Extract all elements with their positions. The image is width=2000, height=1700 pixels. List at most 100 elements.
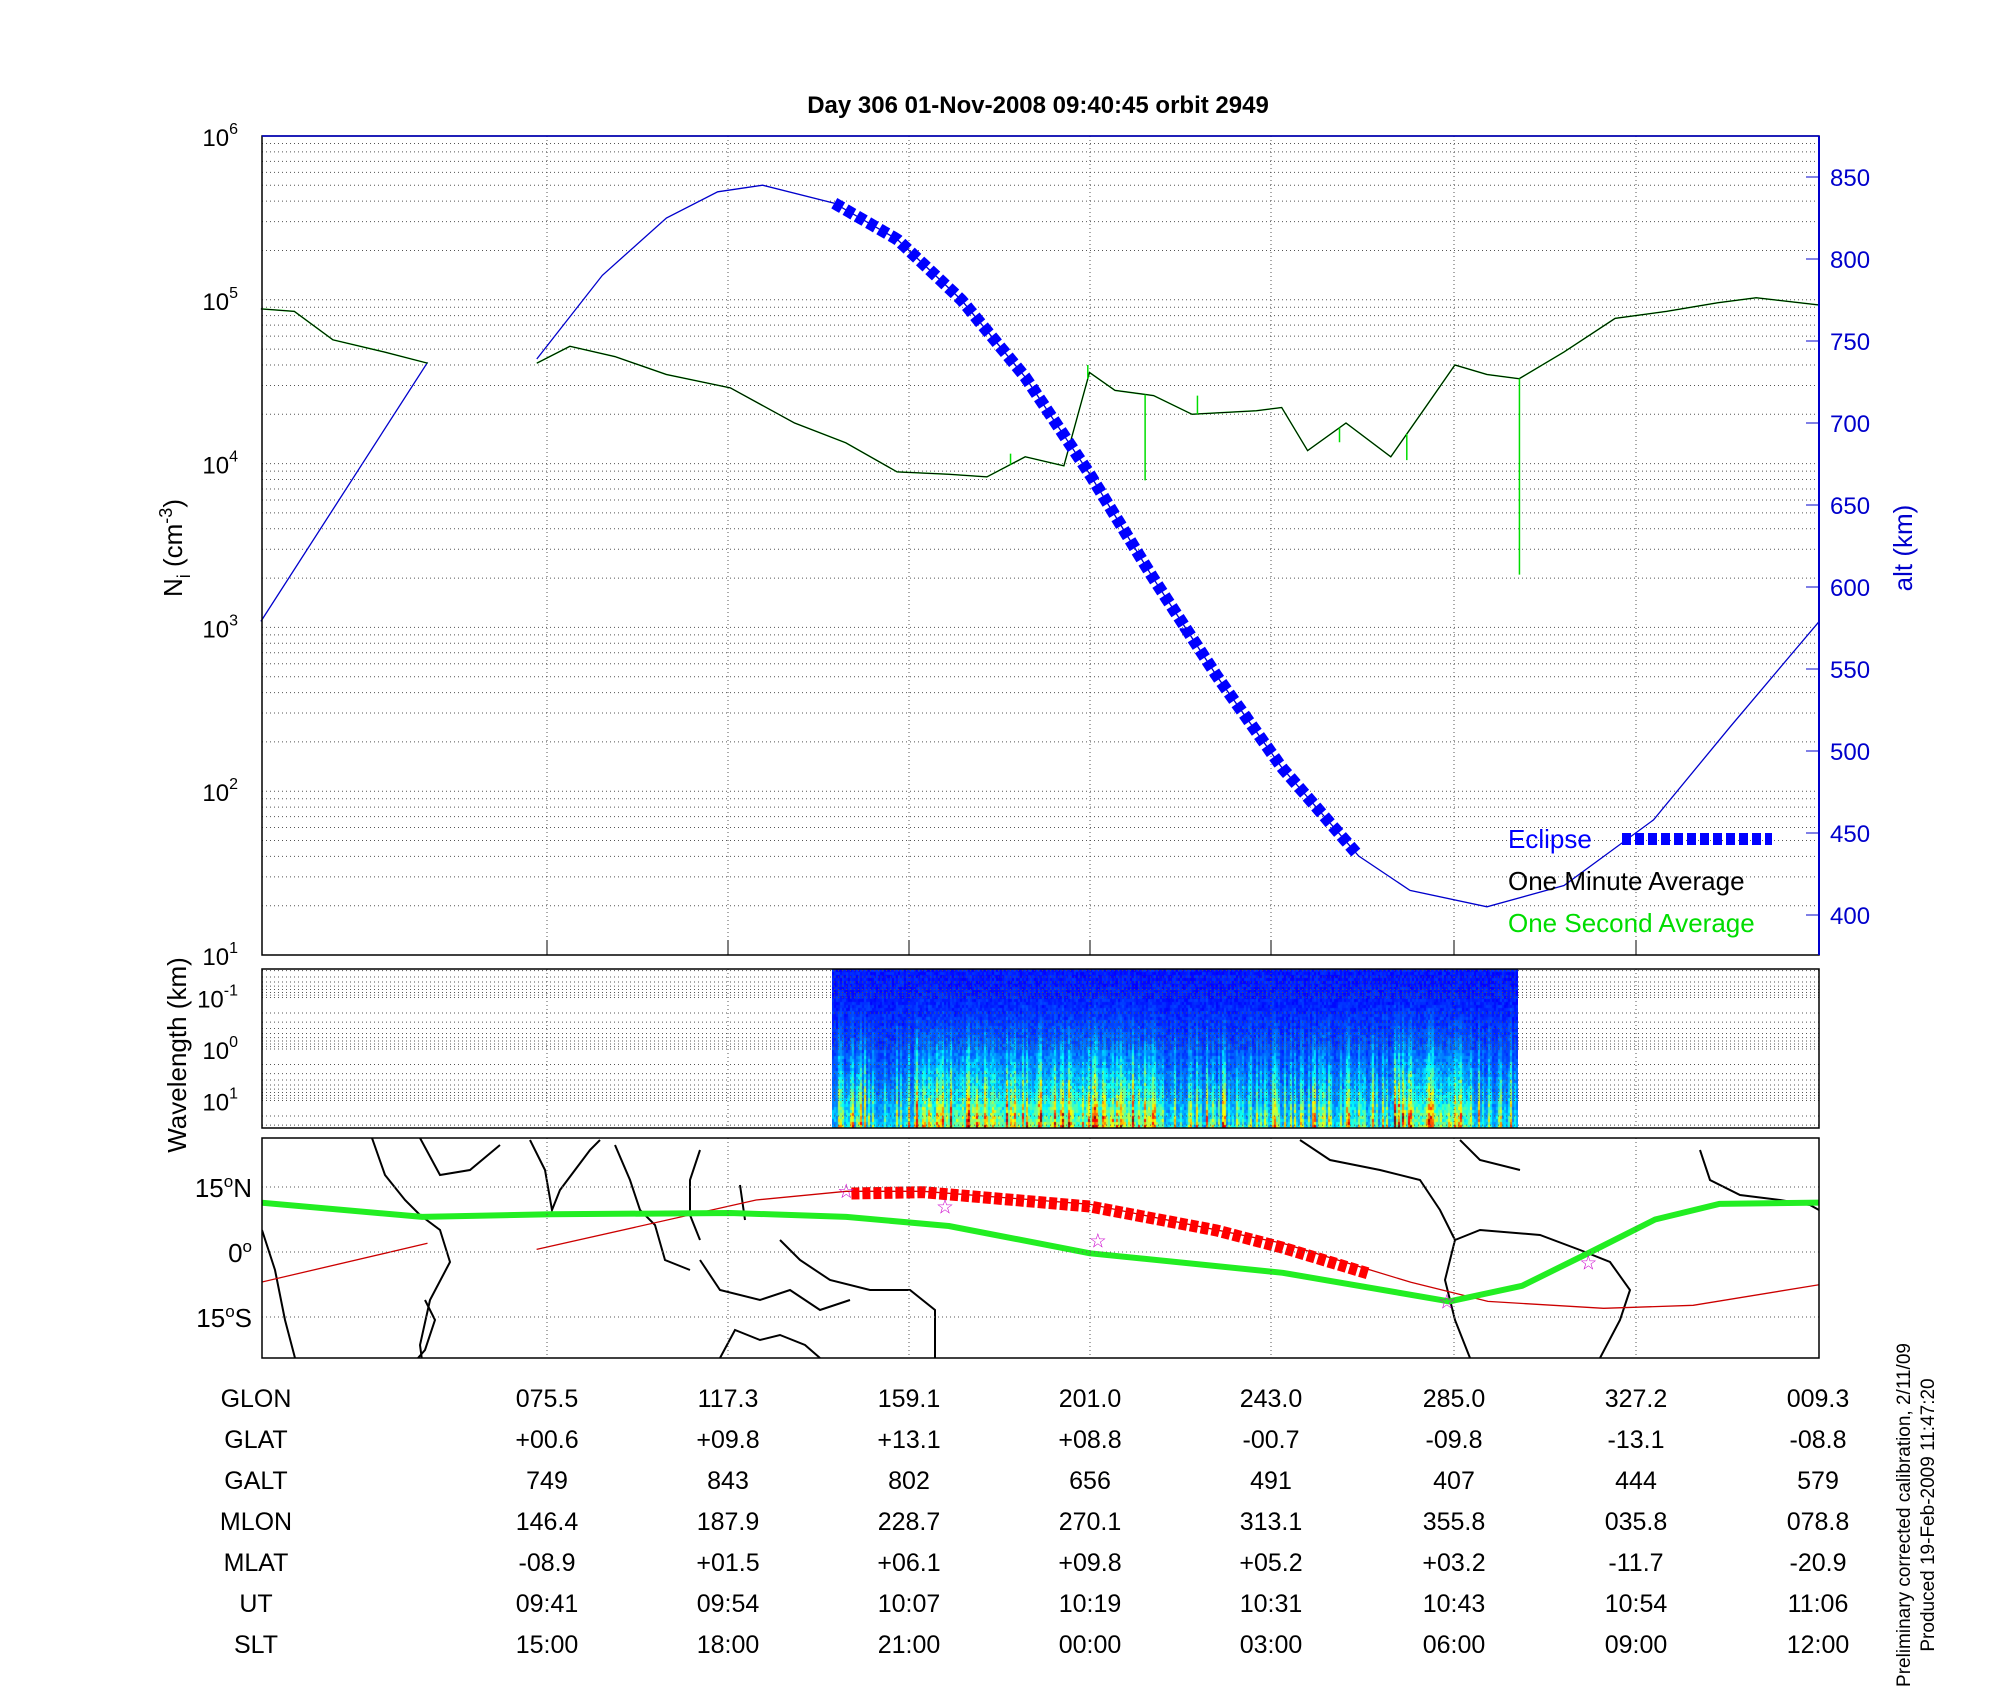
- table-cell: 444: [1615, 1467, 1657, 1495]
- latitude-deg: 15: [196, 1303, 225, 1333]
- altitude-tick-label: 600: [1830, 575, 1870, 602]
- map-ticks: 15oN 0o 15oS: [195, 1172, 252, 1333]
- wavelength-tick-base: 10: [202, 1090, 229, 1117]
- table-cell: +09.8: [1058, 1549, 1121, 1577]
- density-tick-exponent: 5: [229, 285, 238, 302]
- altitude-tick-label: 450: [1830, 821, 1870, 848]
- latitude-tick-label: 15oN: [195, 1172, 252, 1203]
- wavelength-tick-label: 101: [202, 1086, 238, 1117]
- density-tick-exponent: 6: [229, 121, 238, 138]
- wavelength-tick-base: 10: [197, 987, 224, 1014]
- table-cell: 10:19: [1059, 1590, 1122, 1618]
- wavelength-tick-label: 100: [202, 1034, 238, 1065]
- map-grid: [262, 1138, 1819, 1358]
- degree-symbol: o: [225, 1302, 234, 1321]
- table-cell: +13.1: [877, 1426, 940, 1454]
- table-cell: 201.0: [1059, 1385, 1122, 1413]
- star-marker: ☆: [936, 1197, 954, 1219]
- eclipse-ground-track: [851, 1186, 1371, 1280]
- density-tick-base: 10: [202, 780, 229, 807]
- degree-symbol: o: [224, 1172, 233, 1191]
- density-tick-exponent: 1: [229, 940, 238, 957]
- coastline-africa-west: [1699, 1149, 1819, 1211]
- one-minute-average-line: [260, 308, 428, 364]
- latitude-tick-label: 0o: [228, 1237, 252, 1268]
- density-tick-base: 10: [202, 616, 229, 643]
- altitude-tick-label: 700: [1830, 411, 1870, 438]
- altitude-line: [260, 361, 429, 622]
- altitude-tick-label: 750: [1830, 329, 1870, 356]
- wavelength-axis-label: Wavelength (km): [162, 957, 192, 1153]
- altitude-tick-label: 550: [1830, 657, 1870, 684]
- table-cell: 802: [888, 1467, 930, 1495]
- footer-produced: Produced 19-Feb-2009 11:47:20: [1918, 1378, 1939, 1651]
- density-tick-label: 106: [202, 121, 238, 152]
- table-cell: 270.1: [1059, 1508, 1122, 1536]
- table-cell: 15:00: [516, 1631, 579, 1659]
- density-panel: 1011021031041051064004505005506006507007…: [156, 121, 1918, 971]
- table-cell: 10:07: [878, 1590, 941, 1618]
- coastline-africa: [262, 1138, 452, 1358]
- table-cell: 843: [707, 1467, 749, 1495]
- table-cell: 10:43: [1423, 1590, 1486, 1618]
- table-cell: +01.5: [696, 1549, 759, 1577]
- table-cell: 09:41: [516, 1590, 579, 1618]
- spectrogram-axes-box: [261, 968, 1820, 1129]
- table-row-label: MLON: [220, 1508, 292, 1536]
- density-grid: [262, 136, 1819, 956]
- table-cell: 035.8: [1605, 1508, 1668, 1536]
- table-row-label: GLAT: [224, 1426, 287, 1454]
- map-data: ☆ ☆ ☆ ☆ ☆: [262, 1181, 1819, 1313]
- orbit-ground-track: [262, 1242, 428, 1283]
- green-equator-line: [262, 1199, 1819, 1305]
- density-tick-base: 10: [202, 944, 229, 971]
- table-cell: 407: [1433, 1467, 1475, 1495]
- table-cell: 06:00: [1423, 1631, 1486, 1659]
- map-axes-box: [261, 1137, 1820, 1359]
- density-tick-exponent: 3: [229, 612, 238, 629]
- density-ticks: 1011021031041051064004505005506006507007…: [202, 121, 1870, 971]
- table-cell: -08.8: [1790, 1426, 1847, 1454]
- altitude-tick-label: 850: [1830, 165, 1870, 192]
- coastline-madagascar: [417, 1299, 437, 1358]
- table-row-label: GLON: [221, 1385, 292, 1413]
- star-marker: ☆: [1438, 1291, 1456, 1313]
- table-cell: 09:00: [1605, 1631, 1668, 1659]
- table-cell: -13.1: [1608, 1426, 1665, 1454]
- table-cell: 12:00: [1787, 1631, 1850, 1659]
- table-cell: -20.9: [1790, 1549, 1847, 1577]
- table-cell: 21:00: [878, 1631, 941, 1659]
- density-tick-exponent: 4: [229, 449, 238, 466]
- orbit-table: GLON 075.5 117.3 159.1 201.0 243.0 285.0 327.2 0…: [220, 1385, 1849, 1659]
- figure-title: Day 306 01-Nov-2008 09:40:45 orbit 2949: [807, 92, 1269, 119]
- table-cell: +03.2: [1422, 1549, 1485, 1577]
- wavelength-tick-exponent: 1: [229, 1086, 238, 1103]
- table-cell: -09.8: [1426, 1426, 1483, 1454]
- density-axis-label: Ni (cm-3): [156, 499, 194, 597]
- table-cell: +08.8: [1058, 1426, 1121, 1454]
- density-tick-base: 10: [202, 125, 229, 152]
- table-row-label: SLT: [234, 1631, 278, 1659]
- table-cell: 075.5: [516, 1385, 579, 1413]
- wavelength-tick-label: 10-1: [197, 983, 238, 1014]
- table-cell: 187.9: [697, 1508, 760, 1536]
- table-cell: 656: [1069, 1467, 1111, 1495]
- table-cell: +09.8: [696, 1426, 759, 1454]
- density-tick-exponent: 2: [229, 776, 238, 793]
- latitude-tick-label: 15oS: [196, 1302, 252, 1333]
- coastlines: [262, 1138, 1819, 1358]
- wavelength-tick-exponent: 0: [229, 1034, 238, 1051]
- spectrogram-grid: [262, 969, 1819, 1128]
- map-clip: ☆ ☆ ☆ ☆ ☆: [262, 1138, 1819, 1358]
- star-marker: ☆: [1579, 1252, 1597, 1274]
- table-row-label: GALT: [224, 1467, 287, 1495]
- density-tick-base: 10: [202, 289, 229, 316]
- table-cell: 10:31: [1240, 1590, 1303, 1618]
- density-tick-label: 103: [202, 612, 238, 643]
- orbit-ground-track: [536, 1190, 1819, 1309]
- coastline-central-america: [1299, 1139, 1521, 1241]
